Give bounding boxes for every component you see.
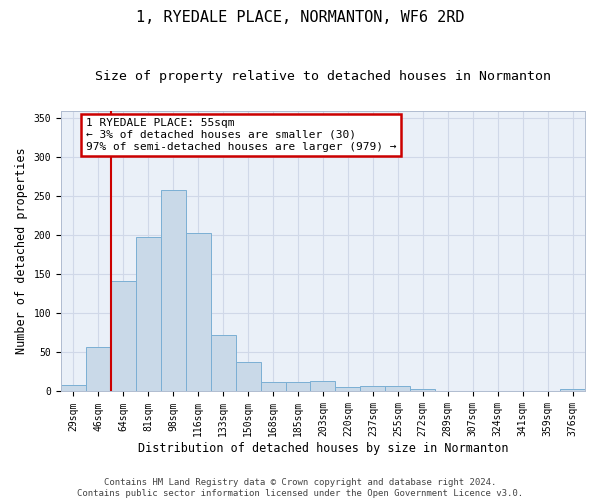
Bar [335,387,361,392]
Bar [310,382,335,392]
Title: Size of property relative to detached houses in Normanton: Size of property relative to detached ho… [95,70,551,83]
Bar [185,233,211,392]
Bar [61,385,86,392]
Bar [161,190,185,392]
Bar [410,389,435,392]
Y-axis label: Number of detached properties: Number of detached properties [15,148,28,354]
Bar [236,362,260,392]
Text: Contains HM Land Registry data © Crown copyright and database right 2024.
Contai: Contains HM Land Registry data © Crown c… [77,478,523,498]
Bar [560,389,585,392]
Bar [86,347,111,392]
X-axis label: Distribution of detached houses by size in Normanton: Distribution of detached houses by size … [138,442,508,455]
Bar [260,382,286,392]
Bar [385,386,410,392]
Bar [286,382,310,392]
Bar [136,237,161,392]
Bar [111,282,136,392]
Bar [211,336,236,392]
Bar [361,386,385,392]
Text: 1 RYEDALE PLACE: 55sqm
← 3% of detached houses are smaller (30)
97% of semi-deta: 1 RYEDALE PLACE: 55sqm ← 3% of detached … [86,118,397,152]
Text: 1, RYEDALE PLACE, NORMANTON, WF6 2RD: 1, RYEDALE PLACE, NORMANTON, WF6 2RD [136,10,464,25]
